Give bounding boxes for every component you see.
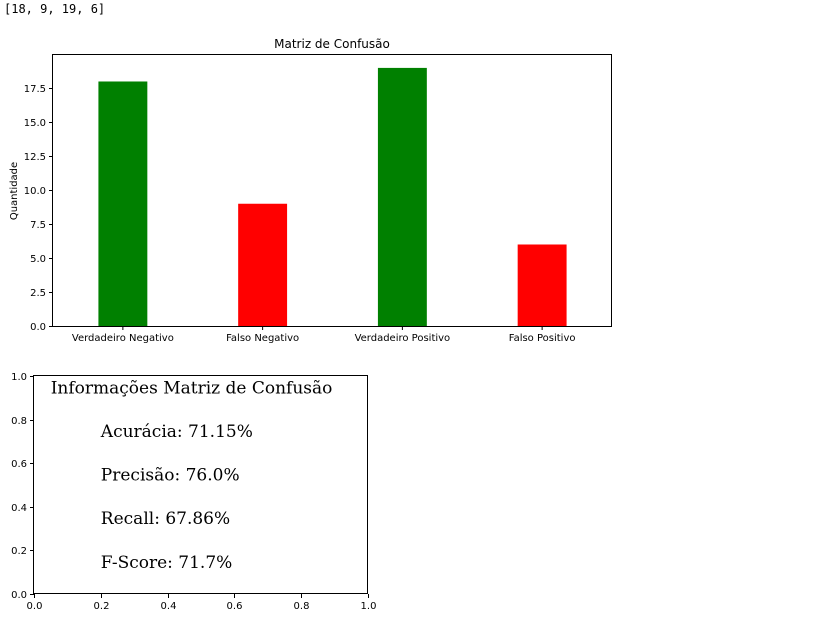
info-panel-axes: 0.0 0.2 0.4 0.6 0.8 1.0 0.0 0.2 0.4 0.6 0.8 1.0 bbox=[11, 372, 376, 612]
y-tick-label: 0.0 bbox=[30, 322, 46, 333]
panel-x-tick-label: 0.6 bbox=[227, 601, 243, 612]
y-tick-label: 5.0 bbox=[30, 254, 46, 265]
x-tick-label: Falso Positivo bbox=[509, 333, 576, 344]
panel-x-tick-label: 0.4 bbox=[161, 601, 177, 612]
bar-falso-negativo bbox=[238, 203, 288, 326]
metric-text: Acurácia: 71.15% bbox=[100, 422, 253, 442]
chart-title: Matriz de Confusão bbox=[274, 37, 390, 51]
panel-y-tick-label: 0.2 bbox=[11, 546, 27, 557]
y-tick-label: 10.0 bbox=[24, 186, 46, 197]
y-tick-label: 15.0 bbox=[24, 118, 46, 129]
panel-x-tick-label: 0.8 bbox=[294, 601, 310, 612]
panel-y-tick-label: 1.0 bbox=[11, 372, 27, 383]
metric-text: Recall: 67.86% bbox=[101, 509, 230, 529]
panel-y-tick-label: 0.0 bbox=[11, 590, 27, 601]
bar-chart-frame bbox=[52, 54, 612, 327]
panel-x-tick-label: 0.2 bbox=[94, 601, 110, 612]
metric-text: F-Score: 71.7% bbox=[101, 553, 233, 573]
y-tick-label: 2.5 bbox=[30, 288, 46, 299]
console-output: [18, 9, 19, 6] bbox=[4, 2, 106, 16]
y-tick-label: 12.5 bbox=[24, 152, 46, 163]
y-tick-label: 17.5 bbox=[24, 84, 46, 95]
info-panel-heading: Informações Matriz de Confusão bbox=[51, 378, 333, 398]
bar-verdadeiro-negativo bbox=[98, 81, 148, 326]
panel-x-tick-label: 0.0 bbox=[27, 601, 43, 612]
info-panel-text: Informações Matriz de Confusão Acurácia: … bbox=[51, 378, 333, 572]
x-tick-label: Verdadeiro Negativo bbox=[72, 333, 174, 344]
bar-verdadeiro-positivo bbox=[377, 67, 427, 327]
bar-chart-axes: Verdadeiro Negativo Falso Negativo Verdade… bbox=[24, 84, 576, 344]
y-axis-label: Quantidade bbox=[9, 162, 20, 220]
x-tick-label: Falso Negativo bbox=[226, 333, 299, 344]
bar-falso-positivo bbox=[517, 244, 567, 326]
panel-y-tick-label: 0.8 bbox=[11, 416, 27, 427]
info-panel-frame bbox=[33, 375, 368, 594]
metric-text: Precisão: 76.0% bbox=[101, 466, 240, 486]
panel-y-tick-label: 0.6 bbox=[11, 459, 27, 470]
y-tick-label: 7.5 bbox=[30, 220, 46, 231]
bar-layer bbox=[98, 67, 567, 327]
panel-y-tick-label: 0.4 bbox=[11, 503, 27, 514]
x-tick-label: Verdadeiro Positivo bbox=[355, 333, 451, 344]
panel-x-tick-label: 1.0 bbox=[361, 601, 377, 612]
